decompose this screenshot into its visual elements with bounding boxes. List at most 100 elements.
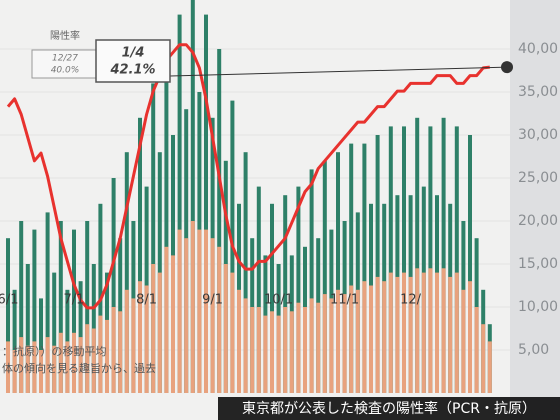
bar [111, 178, 116, 393]
bar [263, 315, 268, 393]
bar [474, 307, 479, 393]
annotation-title: 陽性率 [50, 29, 80, 42]
bar [408, 276, 413, 393]
bar [336, 289, 340, 393]
annotation-rate: 40.0% [51, 66, 80, 76]
bar [25, 264, 30, 393]
bar [177, 229, 182, 393]
bar [362, 281, 367, 393]
bar [124, 152, 129, 393]
bar [283, 195, 288, 393]
bar [309, 298, 314, 393]
bar [138, 281, 142, 393]
bar [289, 311, 294, 393]
bar [124, 289, 129, 393]
bar [461, 289, 466, 393]
leader-dot [501, 61, 513, 74]
bar [223, 264, 228, 393]
bar [25, 345, 30, 393]
annotation-date: 12/27 [52, 54, 78, 64]
bar [157, 272, 162, 393]
bar [91, 328, 96, 393]
y-tick-label: 30,00 [518, 127, 558, 143]
bar [52, 272, 57, 393]
bar [164, 49, 169, 393]
bar [448, 276, 453, 393]
bar [118, 311, 123, 393]
bar [131, 298, 136, 393]
bar [270, 203, 274, 393]
bar [329, 298, 334, 393]
bar [85, 324, 90, 393]
bar [428, 126, 433, 394]
bar [144, 285, 149, 393]
bar [72, 332, 76, 393]
y-tick-label: 40,00 [518, 41, 558, 57]
bar [32, 341, 37, 393]
footnote: ：抗原））の移動平均 [2, 344, 107, 358]
bar [65, 341, 70, 393]
annotation-small: 陽性率 12/27 40.0% [31, 29, 99, 79]
bar [39, 298, 43, 393]
bar [171, 255, 175, 393]
bar [237, 289, 241, 393]
bar [349, 143, 354, 393]
annotation-box [31, 49, 99, 79]
bar [276, 315, 281, 393]
bar [428, 268, 433, 393]
bar [421, 272, 426, 393]
bar [375, 135, 380, 393]
y-tick-label: 35,00 [518, 84, 558, 100]
annotation-main: 1/4 42.1% [95, 39, 171, 83]
axis-background [510, 0, 560, 420]
bar [362, 143, 367, 393]
y-tick-label: 15,00 [518, 256, 558, 272]
bar [375, 276, 380, 393]
x-tick-label: 9/1 [202, 293, 223, 308]
bar [435, 272, 439, 393]
bar [39, 350, 43, 393]
bar [98, 315, 103, 393]
bar [296, 302, 301, 393]
bar [303, 307, 307, 393]
bar [322, 294, 327, 393]
bar [441, 117, 446, 394]
bar [388, 272, 393, 393]
bar [58, 332, 63, 393]
bar [250, 307, 255, 393]
x-tick-label: 10/1 [264, 293, 293, 308]
bar [342, 294, 347, 393]
bar [243, 298, 248, 393]
bar [454, 126, 459, 394]
bar [19, 337, 24, 393]
bar [415, 117, 420, 394]
bar [6, 341, 10, 393]
bar [230, 272, 235, 393]
bar [415, 268, 420, 393]
bar [270, 311, 274, 393]
bar [468, 135, 472, 393]
y-tick-label: 20,00 [518, 213, 558, 229]
bar [369, 285, 373, 393]
bar [283, 307, 288, 393]
annotation-box [95, 39, 171, 83]
bar [468, 281, 472, 393]
x-tick-label: 8/1 [136, 293, 157, 308]
bar [210, 238, 215, 393]
y-tick-label: 10,00 [518, 299, 558, 315]
footnote: 体の傾向を見る趣旨から、過去 [2, 361, 156, 375]
bar [296, 186, 301, 393]
bar [349, 285, 354, 393]
bar [12, 289, 17, 393]
bar [184, 238, 189, 393]
bar [217, 246, 222, 393]
bar [402, 126, 406, 394]
bar [190, 0, 195, 394]
bar [105, 319, 109, 393]
bar [78, 337, 83, 393]
x-tick-label: 6/1 [0, 293, 18, 308]
bar [204, 229, 208, 393]
x-tick-label: 7/1 [64, 293, 85, 308]
